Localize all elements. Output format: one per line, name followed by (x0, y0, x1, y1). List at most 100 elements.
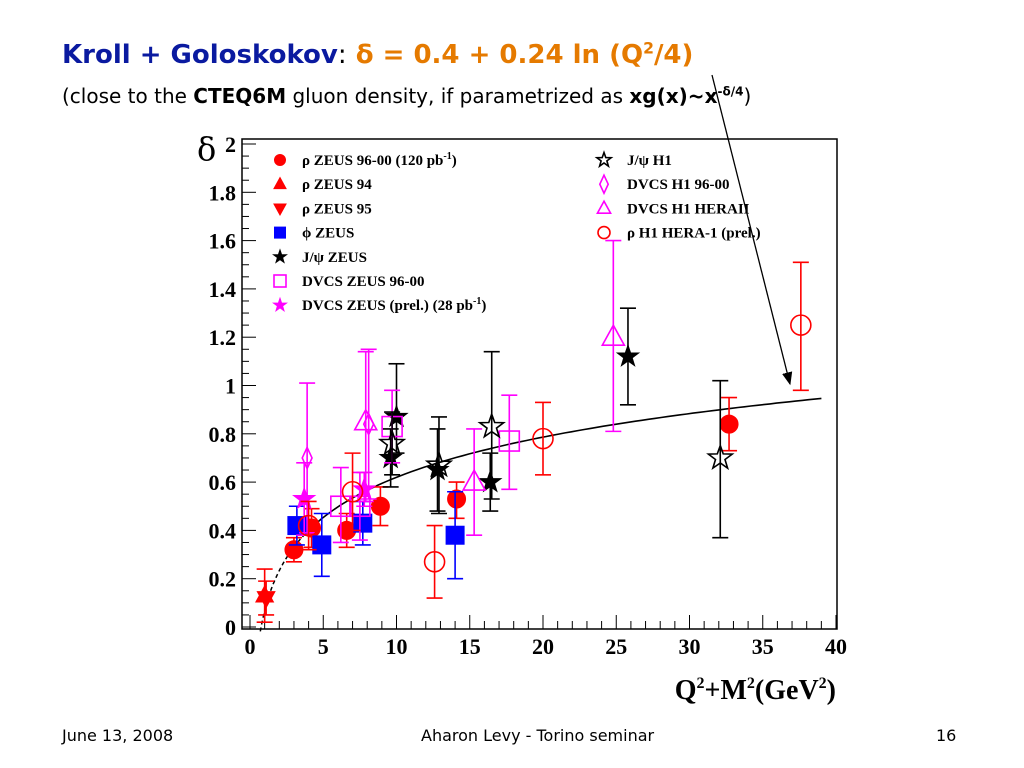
legend-label: DVCS ZEUS (prel.) (28 pb-1) (302, 296, 486, 314)
subtitle-part1: (close to the (62, 84, 187, 108)
subtitle-formula: xg(x)~x (629, 84, 718, 108)
y-tick-label: 0.2 (209, 567, 237, 592)
data-marker (478, 469, 503, 493)
x-axis-label: Q2+M2(GeV2) (675, 675, 836, 706)
data-marker (719, 414, 739, 434)
data-point (353, 350, 379, 503)
data-marker (425, 457, 450, 481)
x-tick-label: 30 (679, 634, 701, 659)
y-tick-label: 1.2 (209, 325, 237, 350)
data-marker (297, 514, 320, 537)
annotation-arrow (711, 74, 793, 386)
subtitle-close: ) (743, 84, 752, 108)
y-axis-label: δ (197, 130, 216, 168)
data-point (330, 466, 352, 544)
data-marker (330, 495, 352, 518)
data-point (600, 239, 626, 433)
y-tick-label: 0 (225, 615, 236, 640)
data-point (424, 416, 454, 515)
legend-label: ρ ZEUS 96-00 (120 pb-1) (302, 151, 457, 169)
title-delta: δ (355, 40, 374, 70)
title-equation: = 0.4 + 0.24 ln (Q (382, 40, 644, 70)
legend-symbol (274, 154, 286, 166)
data-marker (424, 450, 454, 478)
y-tick-label: 0.6 (209, 470, 237, 495)
data-point (706, 379, 735, 539)
legend-label: ρ H1 HERA-1 (prel.) (627, 226, 761, 242)
legend-symbol (272, 248, 288, 264)
data-point (287, 505, 307, 546)
y-tick-label: 1.8 (209, 180, 237, 205)
data-marker (292, 486, 317, 510)
data-marker (615, 343, 641, 367)
data-point (477, 350, 506, 500)
data-point (719, 396, 739, 452)
data-point (299, 382, 316, 534)
x-tick-label: 20 (532, 634, 554, 659)
fit-curve-solid (308, 397, 822, 531)
legend-symbol (594, 150, 614, 169)
data-point (423, 524, 446, 599)
x-tick-label: 35 (752, 634, 774, 659)
subtitle-part2: gluon density, if parametrized as (292, 84, 624, 108)
data-marker (312, 535, 332, 555)
data-marker (377, 428, 407, 456)
subtitle-formula-sup: -δ/4 (717, 84, 744, 99)
x-tick-label: 0 (245, 634, 256, 659)
data-marker (790, 314, 812, 336)
plot-frame (241, 138, 838, 630)
data-marker (353, 408, 379, 431)
fit-curve (259, 397, 822, 632)
data-marker (461, 468, 487, 491)
legend-label: DVCS ZEUS 96-00 (302, 274, 425, 290)
data-marker (284, 540, 304, 560)
data-marker (477, 411, 506, 439)
legend-symbol (274, 226, 286, 239)
legend-label: ρ ZEUS 95 (302, 201, 372, 217)
legend-symbol (272, 296, 288, 313)
data-point (353, 500, 373, 546)
legend-label: DVCS H1 HERAII (627, 201, 750, 217)
data-point (478, 452, 503, 512)
y-tick-label: 0.8 (209, 422, 237, 447)
legend-symbol (273, 203, 287, 217)
data-point (425, 428, 450, 512)
data-marker (498, 430, 521, 452)
footer-page-number: 16 (936, 726, 957, 745)
title-colon: : (337, 40, 347, 70)
data-point (461, 428, 487, 537)
y-tick-label: 1.6 (209, 229, 237, 254)
legend-symbol (596, 199, 612, 214)
data-point (498, 394, 521, 491)
data-marker (352, 476, 377, 500)
data-point (532, 401, 554, 476)
data-point (370, 486, 390, 527)
chart-legend: ρ ZEUS 96-00 (120 pb-1) ρ ZEUS 94 ρ ZEUS 9… (272, 150, 761, 314)
chart-axes: 0 5 10 15 20 25 30 35 40 0 0.2 0.4 0.6 0.8 1 1.2 1.4 1.6 1… (209, 132, 848, 659)
data-marker (301, 445, 313, 471)
footer-date: June 13, 2008 (62, 726, 174, 745)
data-marker (706, 443, 735, 471)
legend-label: DVCS H1 96-00 (627, 177, 730, 193)
chart-data-layer (255, 239, 812, 623)
slide-subtitle: (close to the CTEQ6M gluon density, if p… (62, 84, 751, 108)
data-point (790, 261, 812, 392)
slide-title: Kroll + Goloskokov: δ = 0.4 + 0.24 ln (Q… (62, 40, 693, 70)
title-authors: Kroll + Goloskokov (62, 40, 338, 70)
data-point (615, 307, 641, 406)
title-equation-end: /4) (653, 40, 694, 70)
legend-label: ρ ZEUS 94 (302, 177, 372, 193)
legend-symbol (273, 176, 287, 190)
data-point (377, 411, 407, 476)
data-point (312, 512, 332, 578)
data-point (445, 490, 465, 580)
data-point (297, 500, 320, 551)
data-marker (353, 513, 373, 533)
data-marker (341, 480, 364, 503)
x-tick-label: 15 (459, 634, 481, 659)
data-point (256, 580, 276, 616)
legend-symbol (597, 225, 611, 240)
x-tick-label: 25 (605, 634, 627, 659)
data-marker (532, 427, 554, 450)
